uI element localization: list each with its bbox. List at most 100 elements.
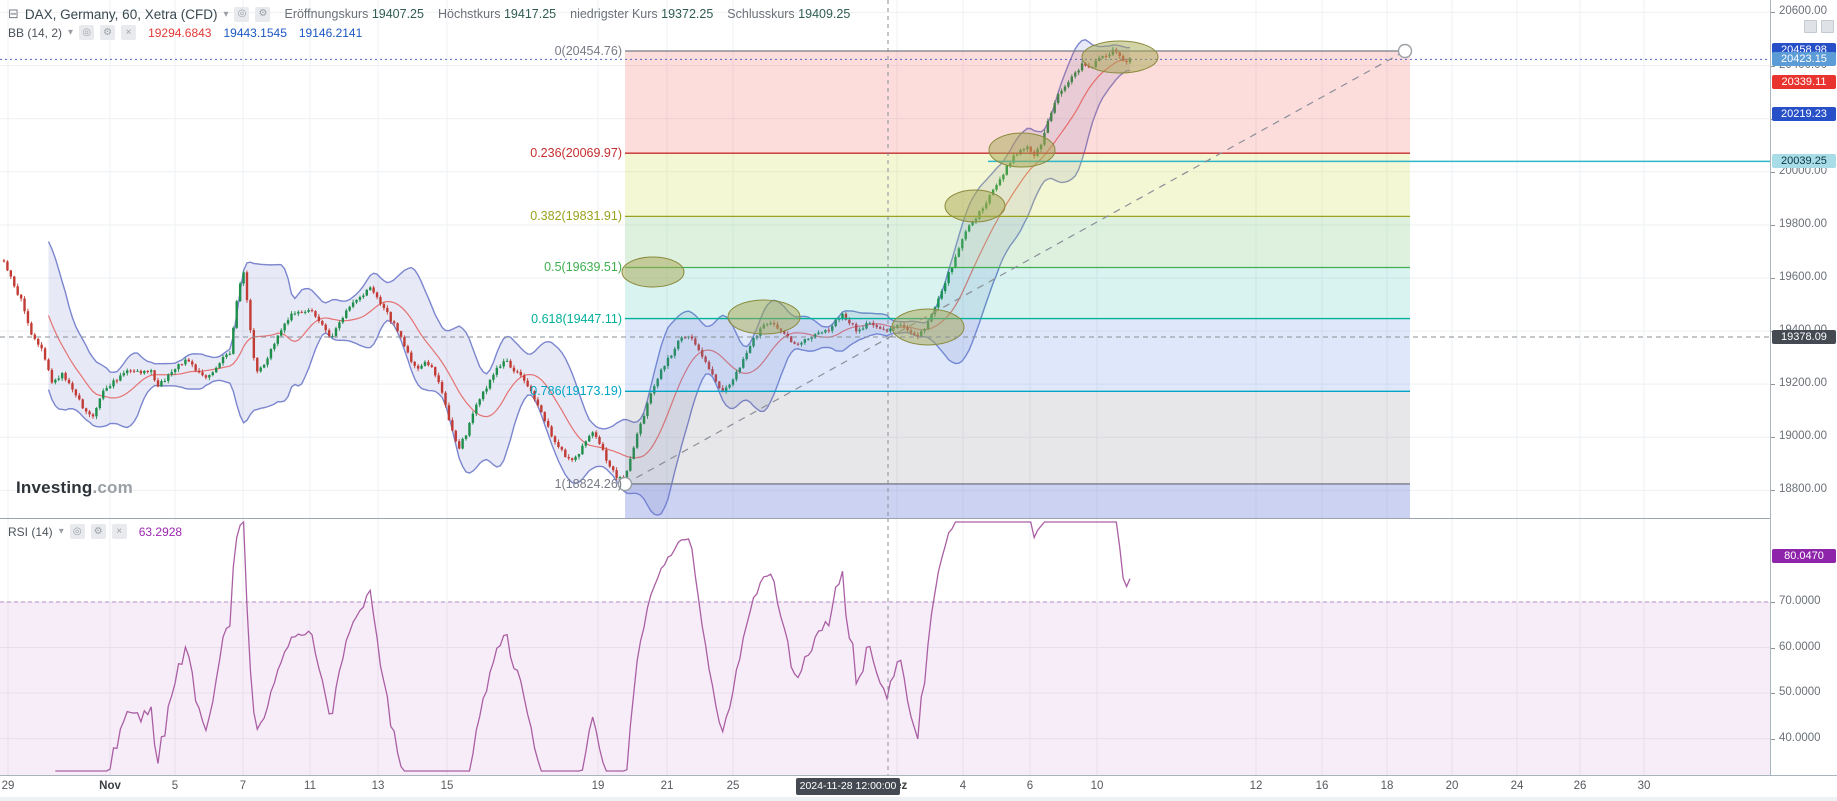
ellipse-annotation[interactable] — [727, 299, 801, 335]
ellipse-annotation[interactable] — [988, 132, 1056, 168]
price-axis[interactable]: 20600.0020400.0020200.0020000.0019800.00… — [1770, 0, 1837, 775]
candle-body — [23, 298, 26, 312]
symbol-title[interactable]: DAX, Germany, 60, Xetra (CFD) — [24, 6, 218, 22]
time-tick-label: Nov — [99, 780, 121, 792]
price-tick-label: 19800.00 — [1779, 217, 1827, 230]
candle-body — [156, 380, 160, 387]
candle-body — [1046, 120, 1050, 133]
candle-body — [858, 329, 861, 332]
candle-body — [735, 371, 738, 380]
candle-body — [88, 411, 91, 415]
eye-icon[interactable]: ◎ — [69, 524, 85, 539]
candle-body — [738, 367, 742, 372]
time-tick-label: 16 — [1315, 780, 1329, 792]
candle-body — [283, 323, 286, 331]
gear-icon[interactable]: ⚙ — [90, 524, 106, 539]
candle-body — [95, 407, 98, 417]
candle-body — [303, 311, 307, 313]
chevron-down-icon[interactable]: ▾ — [68, 27, 74, 38]
candle-body — [13, 276, 16, 287]
candle-body — [475, 404, 478, 414]
candle-body — [711, 369, 714, 375]
candle-body — [1067, 82, 1070, 87]
candle-body — [47, 359, 50, 370]
candle-body — [683, 337, 687, 339]
candle-body — [297, 311, 300, 314]
candle-body — [2, 260, 6, 262]
bollinger-upper-line — [47, 39, 1131, 430]
open-field: Eröffnungskurs 19407.25 — [284, 7, 424, 21]
candle-body — [84, 408, 88, 412]
candle-body — [259, 367, 262, 372]
drawing-handle[interactable] — [1397, 43, 1413, 59]
candle-body — [194, 364, 197, 371]
pane-divider[interactable] — [0, 518, 1770, 519]
gear-icon[interactable]: ⚙ — [100, 25, 116, 40]
rsi-chart-canvas[interactable] — [0, 518, 1770, 775]
candle-body — [146, 370, 149, 372]
eye-icon[interactable]: ◎ — [234, 6, 250, 22]
price-chart-canvas[interactable] — [0, 0, 1770, 518]
candle-body — [153, 370, 156, 381]
candle-body — [108, 386, 112, 389]
candle-body — [406, 346, 410, 353]
ellipse-annotation[interactable] — [891, 308, 965, 346]
candle-body — [112, 380, 115, 387]
ellipse-annotation[interactable] — [1081, 40, 1159, 74]
time-tick-label: 26 — [1573, 780, 1587, 792]
price-tick-label: 19000.00 — [1779, 430, 1827, 443]
pane-button-icon[interactable] — [1804, 20, 1817, 33]
candle-body — [967, 225, 971, 232]
candle-body — [553, 436, 557, 443]
time-tick-label: 5 — [171, 780, 179, 792]
drawing-handle[interactable] — [617, 476, 633, 492]
candle-body — [943, 283, 947, 292]
candle-body — [40, 344, 43, 349]
pane-button-icon[interactable] — [1821, 20, 1834, 33]
ellipse-annotation[interactable] — [621, 256, 685, 288]
trend-line[interactable] — [624, 50, 1406, 485]
candle-body — [748, 346, 752, 353]
candle-body — [235, 301, 238, 328]
close-icon[interactable]: × — [121, 25, 137, 40]
candle-body — [372, 287, 375, 293]
candle-body — [225, 354, 228, 358]
time-tick-label: 13 — [371, 780, 385, 792]
candle-body — [317, 316, 321, 321]
investing-logo[interactable]: Investing.com — [16, 478, 133, 497]
candle-body — [783, 331, 786, 334]
time-tick-label: 30 — [1637, 780, 1651, 792]
candle-body — [163, 380, 167, 382]
collapse-pane-icon[interactable]: ⊟ — [8, 6, 19, 21]
axis-tick — [1771, 12, 1775, 14]
chevron-down-icon[interactable]: ▾ — [58, 526, 64, 537]
rsi-title[interactable]: RSI (14) — [8, 524, 53, 539]
time-axis[interactable]: 29Nov57111315192125Dez461012161820242630… — [0, 775, 1837, 798]
candle-body — [60, 372, 64, 379]
time-tick-label: 29 — [1, 780, 15, 792]
candle-body — [509, 360, 512, 368]
axis-tick — [1771, 437, 1775, 439]
candle-body — [865, 323, 868, 329]
gear-icon[interactable]: ⚙ — [255, 6, 271, 22]
chart-plot-area[interactable]: 0(20454.76) 0.236(20069.97) 0.382(19831.91… — [0, 0, 1770, 775]
eye-icon[interactable]: ◎ — [79, 25, 95, 40]
time-tick-label: 18 — [1380, 780, 1394, 792]
candle-body — [454, 430, 457, 442]
chevron-down-icon[interactable]: ▾ — [223, 8, 229, 20]
candle-body — [1053, 103, 1056, 113]
close-icon[interactable]: × — [111, 524, 127, 539]
price-axis-badge: 20423.15 — [1772, 52, 1836, 67]
candle-body — [673, 348, 677, 356]
candle-body — [848, 319, 851, 324]
candle-body — [143, 370, 146, 374]
candle-body — [526, 380, 529, 387]
candle-body — [954, 256, 957, 268]
ellipse-annotation[interactable] — [944, 189, 1006, 223]
candle-body — [649, 393, 653, 404]
bb-title[interactable]: BB (14, 2) — [8, 25, 63, 40]
candle-body — [286, 320, 290, 324]
candle-body — [119, 375, 122, 381]
candle-body — [546, 421, 550, 427]
candle-body — [9, 270, 13, 277]
